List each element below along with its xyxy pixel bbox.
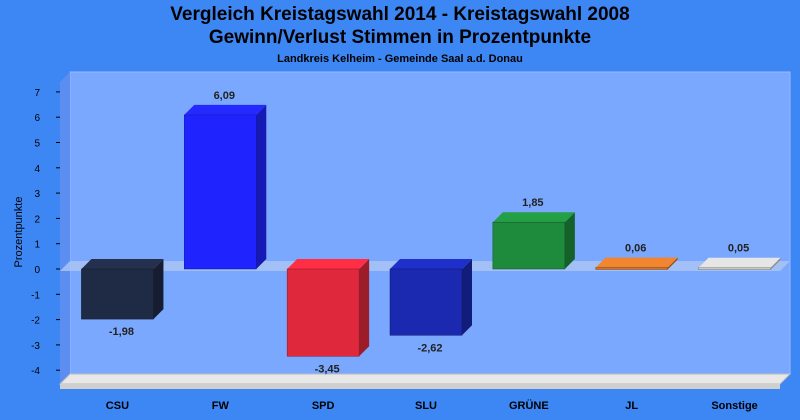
chart-subtitle: Gewinn/Verlust Stimmen in Prozentpunkte [208,27,592,48]
bar-front [492,221,566,270]
data-label: 0,06 [625,242,646,254]
x-tick-label: FW [212,400,230,412]
bar-top [81,259,164,269]
bar-grüne [492,212,575,270]
bar-front [389,268,463,336]
y-tick-label: 0 [34,265,40,276]
y-axis-label: Prozentpunkte [13,197,25,268]
plot-floor-edge [60,384,780,389]
chart-caption: Landkreis Kelheim - Gemeinde Saal a.d. D… [277,53,523,65]
y-tick-label: 4 [34,164,40,175]
y-tick-label: 7 [34,88,40,99]
x-tick-label: GRÜNE [509,399,549,412]
bar-top [287,259,370,269]
data-label: 1,85 [522,197,543,209]
bar-spd [286,259,370,357]
y-tick-label: 3 [34,189,40,200]
data-label: 6,09 [214,90,235,102]
bar-top [595,257,678,268]
data-label: 0,05 [728,243,749,255]
bar-side [462,259,472,336]
bar-slu [389,259,472,336]
bar-side [667,257,678,270]
plot-floor [58,373,792,385]
y-tick-label: -2 [31,316,40,327]
y-tick-label: 1 [34,240,40,251]
y-tick-label: -1 [31,290,40,301]
bar-top [492,212,575,223]
bar-front [698,267,771,270]
chart-title: Vergleich Kreistagswahl 2014 - Kreistags… [170,4,630,25]
bar-sonstige [698,257,781,270]
bar-csu [81,259,164,320]
bar-front [81,268,154,320]
y-tick-label: 5 [34,139,40,150]
y-tick-label: -3 [31,341,40,352]
data-label: -3,45 [315,363,340,375]
bar-side [564,212,575,269]
x-tick-label: CSU [106,400,129,412]
bar-top [698,257,781,268]
bar-top [390,259,472,269]
bar-jl [595,257,678,270]
bar-front [595,267,668,270]
x-tick-label: JL [625,400,638,412]
bar-side [770,257,781,270]
data-label: -1,98 [109,326,134,338]
plot-left-wall [60,72,70,384]
bar-side [256,104,267,269]
y-tick-label: 6 [34,113,40,124]
x-tick-label: SLU [415,400,437,412]
bar-fw [184,104,267,270]
bar-front [286,268,360,357]
bar-side [359,259,370,357]
bar-front [184,114,257,270]
data-label: -2,62 [417,342,442,354]
y-tick-label: 2 [34,214,40,225]
x-tick-label: SPD [312,400,335,412]
y-tick-label: -4 [31,366,40,377]
bar-side [153,259,164,320]
x-tick-label: Sonstige [711,400,757,412]
bar-top [184,104,267,115]
